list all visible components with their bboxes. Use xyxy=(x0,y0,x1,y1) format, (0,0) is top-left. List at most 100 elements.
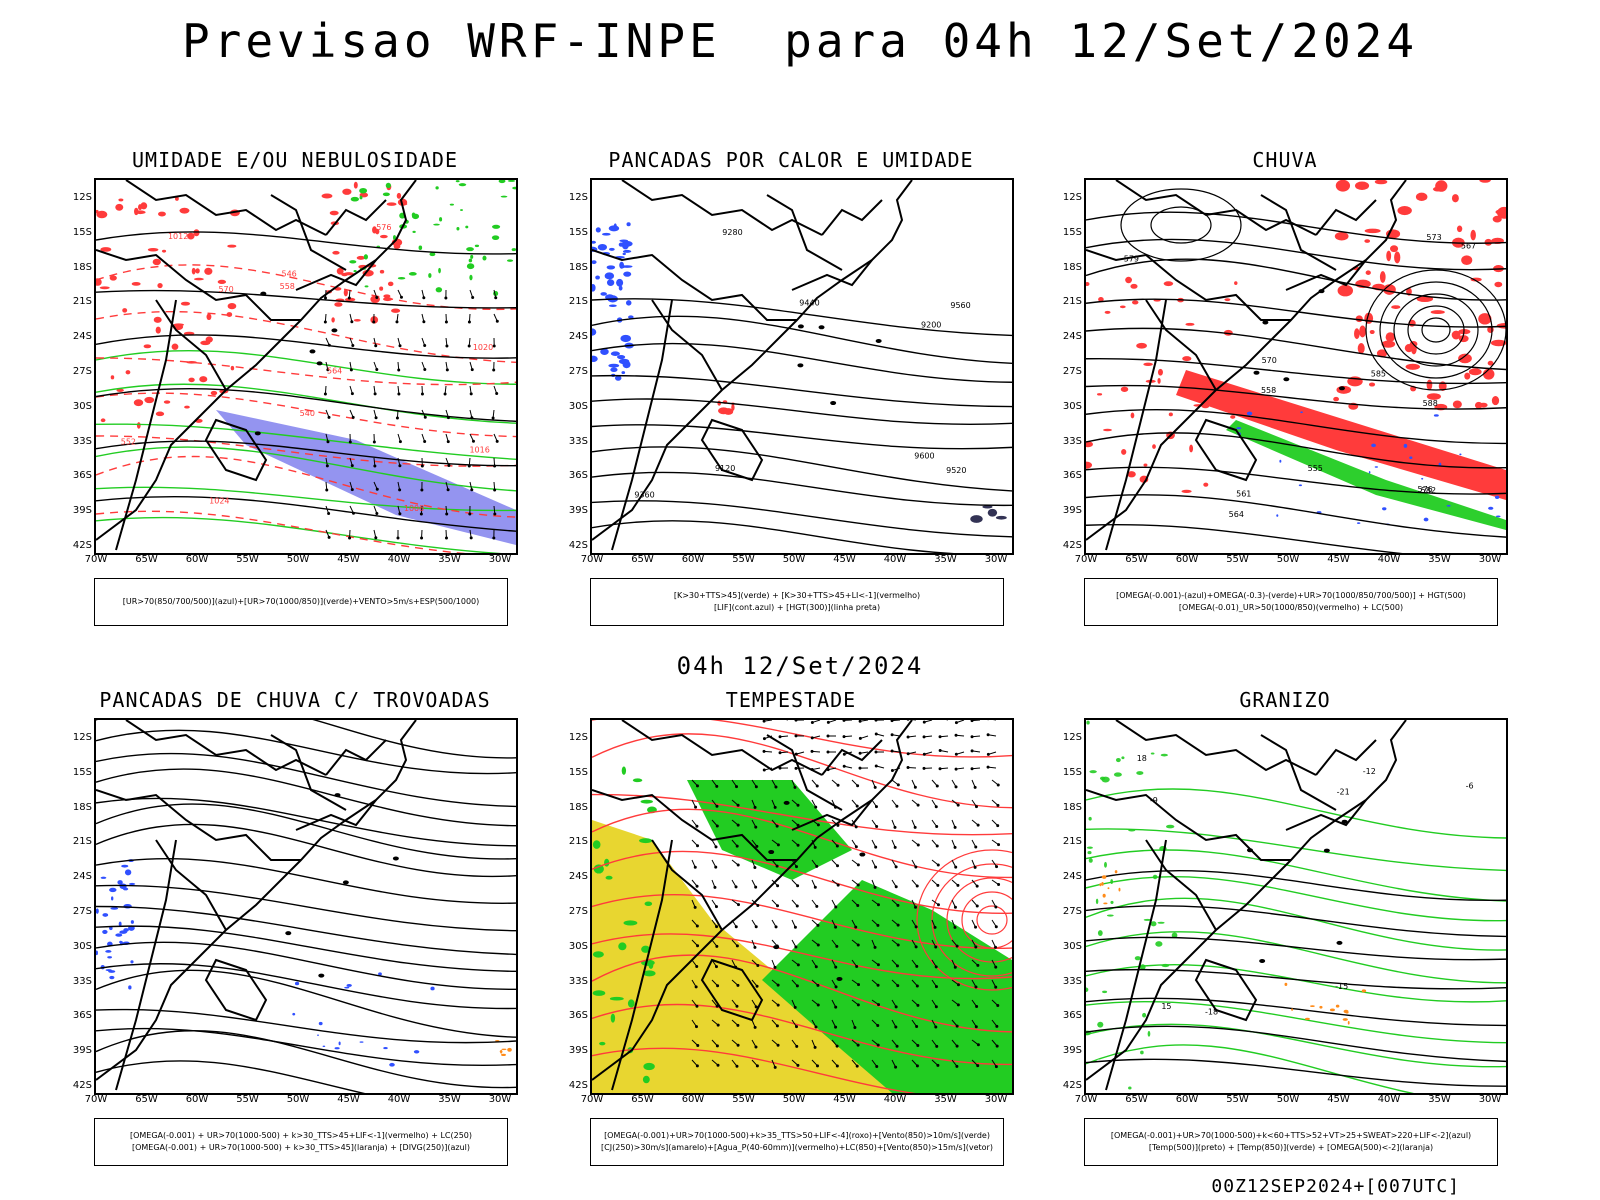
lon-tick-label: 50W xyxy=(782,1094,806,1105)
panel-title: CHUVA xyxy=(1252,148,1318,172)
lat-tick-label: 33S xyxy=(1062,975,1082,987)
lat-tick-label: 21S xyxy=(1062,836,1082,848)
map-tempestade xyxy=(590,718,1014,1095)
middle-date-label: 04h 12/Set/2024 xyxy=(676,652,924,680)
lat-tick-label: 12S xyxy=(568,732,588,743)
lat-tick-label: 36S xyxy=(72,470,92,482)
lon-tick-label: 55W xyxy=(236,554,259,565)
lon-tick-label: 65W xyxy=(631,554,654,565)
map-granizo: -6 -9 -12 -15 -18 -21 15 18 xyxy=(1084,718,1508,1095)
legend-line: [OMEGA(-0.001)+UR>70(1000-500)+k>35_TTS>… xyxy=(604,1131,990,1140)
lat-tick-label: 42S xyxy=(568,540,588,551)
lat-tick-label: 30S xyxy=(1062,400,1082,412)
contour-label: 9280 xyxy=(722,228,742,237)
contour-label: 570 xyxy=(1262,356,1277,365)
legend-line: [Temp(500)](preto) + [Temp(850)](verde) … xyxy=(1148,1143,1434,1152)
contour-label: 567 xyxy=(1461,241,1476,250)
lat-tick-label: 24S xyxy=(72,871,92,883)
lat-tick-label: 21S xyxy=(568,296,588,308)
lat-tick-label: 42S xyxy=(1062,1080,1082,1091)
lon-tick-label: 45W xyxy=(337,554,360,565)
contour-label: -9 xyxy=(1150,796,1158,805)
lat-tick-label: 15S xyxy=(72,226,92,238)
lat-tick-label: 18S xyxy=(1062,261,1082,273)
lon-tick-label: 45W xyxy=(833,554,856,565)
map-umidade: 1008 1012 1016 1020 1024 576 570 564 558 552 546 54… xyxy=(94,178,518,555)
lat-tick-label: 39S xyxy=(72,1045,92,1057)
lon-tick-label: 55W xyxy=(732,1094,755,1105)
lat-tick-label: 36S xyxy=(72,1010,92,1022)
contour-label: 1012 xyxy=(168,232,188,241)
lat-tick-label: 30S xyxy=(1062,940,1082,952)
lon-tick-label: 70W xyxy=(84,1094,108,1105)
legend-line: [OMEGA(-0.001) + UR>70(1000-500) + k>30_… xyxy=(131,1143,471,1152)
contour-label: 558 xyxy=(1261,386,1276,395)
lat-tick-label: 42S xyxy=(568,1080,588,1091)
lon-tick-label: 60W xyxy=(681,554,705,565)
lon-tick-label: 65W xyxy=(135,554,158,565)
panel-title: GRANIZO xyxy=(1239,688,1331,712)
lat-tick-label: 27S xyxy=(568,906,588,917)
panel-title: PANCADAS DE CHUVA C/ TROVOADAS xyxy=(99,688,491,712)
lon-tick-label: 45W xyxy=(833,1094,856,1105)
lat-tick-label: 27S xyxy=(72,906,92,917)
panel-title: PANCADAS POR CALOR E UMIDADE xyxy=(608,148,974,172)
lon-tick-label: 55W xyxy=(732,554,755,565)
lat-tick-label: 36S xyxy=(1062,470,1082,482)
lon-tick-label: 40W xyxy=(883,1094,907,1105)
lat-tick-label: 21S xyxy=(72,836,92,848)
lon-tick-label: 35W xyxy=(438,554,461,565)
contour-label: 9200 xyxy=(921,320,941,329)
contour-label: 555 xyxy=(1308,464,1323,473)
panel-title: UMIDADE E/OU NEBULOSIDADE xyxy=(131,148,459,172)
contour-label: 9600 xyxy=(914,452,934,461)
lon-tick-label: 45W xyxy=(337,1094,360,1105)
lat-tick-label: 39S xyxy=(568,505,588,517)
panel-legend: [OMEGA(-0.001)-(azul)+OMEGA(-0.3)-(verde… xyxy=(1084,578,1498,626)
panel-legend: [UR>70(850/700/500)](azul)+[UR>70(1000/8… xyxy=(94,578,508,626)
contour-label: 18 xyxy=(1137,754,1147,763)
lat-tick-label: 39S xyxy=(1062,505,1082,517)
lon-tick-label: 60W xyxy=(185,554,209,565)
lon-tick-label: 35W xyxy=(934,1094,957,1105)
page-title: Previsao WRF-INPE para 04h 12/Set/2024 xyxy=(181,14,1419,68)
lat-tick-label: 24S xyxy=(72,331,92,343)
panel-umidade: UMIDADE E/OU NEBULOSIDADE 1008 1012 1016 102… xyxy=(60,148,530,638)
lat-tick-label: 33S xyxy=(568,975,588,987)
lat-tick-label: 39S xyxy=(1062,1045,1082,1057)
legend-line: [UR>70(850/700/500)](azul)+[UR>70(1000/8… xyxy=(122,597,480,606)
lon-tick-label: 65W xyxy=(631,1094,654,1105)
lon-tick-label: 40W xyxy=(387,554,411,565)
contour-label: 15 xyxy=(1161,1002,1171,1011)
lon-tick-label: 65W xyxy=(135,1094,158,1105)
panel-title: TEMPESTADE xyxy=(725,688,857,712)
lat-tick-label: 27S xyxy=(1062,906,1082,917)
lon-tick-label: 55W xyxy=(1226,1094,1249,1105)
legend-line: [CJ(250)>30m/s](amarelo)+[Agua_P(40-60mm… xyxy=(601,1143,993,1152)
contour-label: 576 xyxy=(376,223,391,232)
contour-label: 9440 xyxy=(799,299,819,308)
lon-tick-label: 30W xyxy=(488,1094,512,1105)
contour-label: 9520 xyxy=(946,466,966,475)
contour-label: 570 xyxy=(218,285,233,294)
contour-label: 585 xyxy=(1371,370,1386,379)
lat-tick-label: 12S xyxy=(72,732,92,743)
lat-tick-label: 33S xyxy=(568,435,588,447)
contour-label: 582 xyxy=(1421,486,1436,495)
lat-tick-label: 24S xyxy=(1062,331,1082,343)
lon-tick-label: 45W xyxy=(1327,554,1350,565)
panel-legend: [OMEGA(-0.001) + UR>70(1000-500) + k>30_… xyxy=(94,1118,508,1166)
map-chuva: 588 585 582 579 576 573 570 567 564 561 558 555 xyxy=(1084,178,1508,555)
lat-tick-label: 24S xyxy=(568,331,588,343)
lat-tick-label: 27S xyxy=(568,366,588,377)
map-pancadas-calor: 9600 9560 9520 9440 9360 9280 9200 9120 xyxy=(590,178,1014,555)
lat-tick-label: 27S xyxy=(72,366,92,377)
lon-tick-label: 55W xyxy=(1226,554,1249,565)
lat-tick-label: 33S xyxy=(1062,435,1082,447)
lat-tick-label: 33S xyxy=(72,975,92,987)
lat-tick-label: 30S xyxy=(568,400,588,412)
lon-tick-label: 60W xyxy=(681,1094,705,1105)
contour-label: 552 xyxy=(121,438,136,447)
lon-tick-label: 30W xyxy=(984,554,1008,565)
legend-line: [OMEGA(-0.01)_UR>50(1000/850)(vermelho) … xyxy=(1178,603,1404,612)
